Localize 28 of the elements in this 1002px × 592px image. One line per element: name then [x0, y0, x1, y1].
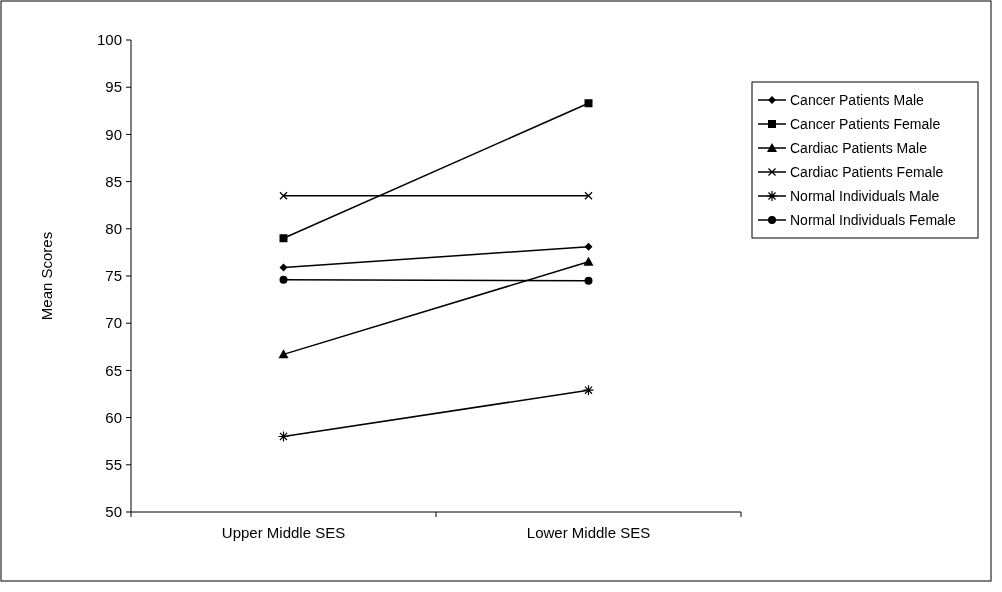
- y-tick-label: 50: [105, 503, 122, 521]
- y-tick-label: 90: [105, 125, 122, 143]
- legend-label: Normal Individuals Male: [790, 187, 940, 204]
- legend-label: Cardiac Patients Female: [790, 163, 944, 180]
- y-tick-label: 60: [105, 408, 122, 426]
- y-tick-label: 100: [96, 31, 122, 49]
- point: [279, 234, 288, 243]
- y-axis-title: Mean Scores: [38, 231, 55, 321]
- legend-label: Normal Individuals Female: [790, 211, 956, 228]
- point: [279, 275, 288, 284]
- y-tick-label: 95: [105, 78, 122, 96]
- y-tick-label: 55: [105, 456, 122, 474]
- point: [584, 242, 593, 251]
- y-tick-label: 70: [105, 314, 122, 332]
- y-tick-label: 75: [105, 267, 122, 285]
- point: [279, 263, 288, 272]
- y-tick-label: 65: [105, 361, 122, 379]
- x-tick-label: Upper Middle SES: [221, 524, 346, 541]
- legend-label: Cancer Patients Female: [790, 115, 941, 132]
- y-tick-label: 80: [105, 220, 122, 238]
- legend-label: Cardiac Patients Male: [790, 139, 928, 156]
- legend-label: Cancer Patients Male: [790, 91, 925, 108]
- y-tick-label: 85: [105, 172, 122, 190]
- point: [584, 276, 593, 285]
- point: [584, 99, 593, 108]
- point: [584, 191, 593, 200]
- point: [279, 191, 288, 200]
- x-tick-label: Lower Middle SES: [526, 524, 651, 541]
